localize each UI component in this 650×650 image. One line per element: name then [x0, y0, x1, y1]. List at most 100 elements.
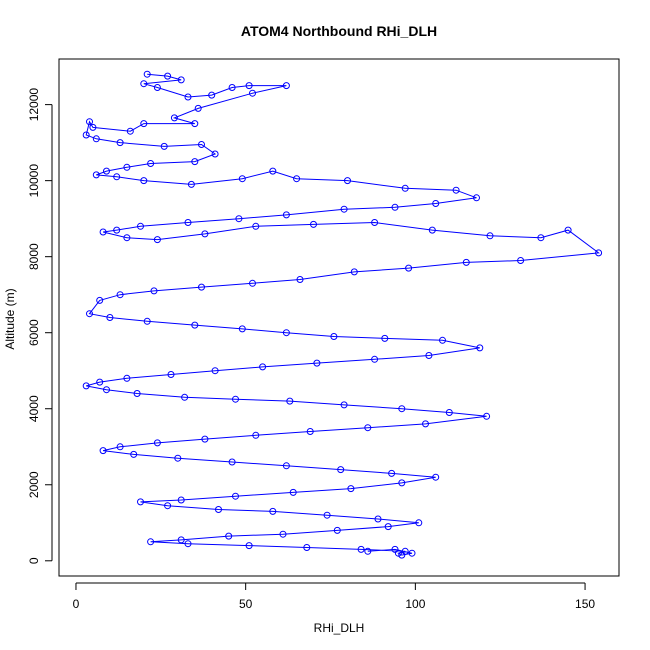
data-point: [398, 405, 406, 413]
data-point: [170, 114, 178, 122]
data-point: [398, 551, 406, 559]
data-point: [153, 439, 161, 447]
data-point: [184, 540, 192, 548]
data-point: [191, 321, 199, 329]
data-point: [143, 70, 151, 78]
data-point: [473, 194, 480, 202]
data-point: [164, 72, 172, 80]
data-point: [462, 258, 470, 266]
data-point: [252, 222, 260, 230]
data-point: [282, 462, 290, 470]
data-point: [388, 469, 396, 477]
data-point: [174, 454, 182, 462]
x-tick-label: 100: [405, 597, 425, 611]
data-point: [211, 367, 219, 375]
data-point: [140, 120, 148, 128]
data-point: [232, 492, 239, 500]
data-point: [177, 76, 185, 84]
data-point: [259, 363, 267, 371]
data-point: [306, 428, 314, 435]
chart-title: ATOM4 Northbound RHi_DLH: [241, 23, 437, 39]
x-axis-label: RHi_DLH: [314, 621, 365, 635]
data-point: [371, 219, 379, 226]
data-point: [113, 226, 121, 234]
data-point: [96, 296, 104, 304]
data-point: [384, 523, 392, 531]
data-point: [245, 542, 253, 550]
data-point: [167, 371, 175, 378]
data-point: [303, 544, 311, 551]
data-point: [381, 334, 389, 342]
data-point: [415, 519, 423, 527]
data-point: [116, 443, 124, 451]
data-point: [82, 382, 90, 390]
data-point: [86, 310, 93, 318]
data-point: [245, 82, 253, 90]
data-point: [323, 511, 331, 519]
series-points: [82, 70, 603, 559]
data-point: [106, 314, 114, 321]
data-point: [225, 532, 233, 540]
data-point: [296, 276, 304, 283]
data-point: [153, 236, 161, 244]
data-point: [282, 211, 290, 219]
data-point: [160, 142, 168, 150]
data-point: [333, 526, 341, 534]
data-point: [595, 249, 603, 257]
data-point: [177, 536, 185, 544]
data-point: [279, 530, 287, 538]
data-point: [364, 424, 372, 432]
data-point: [238, 325, 246, 333]
y-tick-label: 6000: [27, 319, 41, 346]
y-axis-label: Altitude (m): [3, 288, 17, 349]
data-point: [103, 167, 110, 175]
data-point: [92, 135, 100, 143]
data-point: [89, 123, 97, 131]
x-axis: 0 50 100 150: [73, 582, 595, 611]
data-point: [428, 226, 436, 234]
data-point: [282, 329, 290, 337]
data-point: [184, 93, 192, 101]
data-point: [310, 220, 317, 228]
data-point: [313, 359, 321, 367]
data-point: [198, 283, 205, 291]
data-point: [374, 515, 382, 523]
data-point: [177, 496, 185, 504]
data-point: [133, 390, 141, 397]
data-point: [191, 158, 199, 166]
data-point: [483, 412, 491, 420]
data-point: [235, 215, 243, 223]
data-point: [517, 257, 525, 264]
data-point: [92, 171, 100, 179]
data-point: [123, 163, 131, 171]
data-point: [147, 160, 155, 167]
x-tick-label: 50: [239, 597, 253, 611]
y-tick-label: 12000: [27, 88, 41, 122]
data-point: [82, 131, 90, 139]
data-point: [99, 228, 107, 236]
data-point: [476, 344, 484, 352]
data-point: [130, 450, 138, 458]
y-tick-label: 0: [27, 557, 41, 564]
data-point: [184, 219, 192, 226]
data-point: [164, 502, 172, 510]
data-point: [391, 203, 399, 211]
data-point: [123, 234, 131, 242]
data-point: [401, 184, 409, 192]
data-point: [340, 205, 348, 213]
data-point: [228, 458, 236, 466]
x-tick-label: 0: [73, 597, 80, 611]
data-point: [330, 333, 338, 340]
data-point: [191, 120, 199, 128]
data-point: [116, 291, 124, 299]
x-tick-label: 150: [575, 597, 595, 611]
data-point: [187, 180, 195, 188]
data-point: [140, 177, 148, 185]
data-point: [286, 397, 294, 405]
plot-frame: [58, 58, 620, 577]
data-point: [340, 401, 348, 409]
data-point: [113, 173, 121, 181]
data-point: [293, 175, 301, 183]
data-point: [269, 167, 277, 175]
